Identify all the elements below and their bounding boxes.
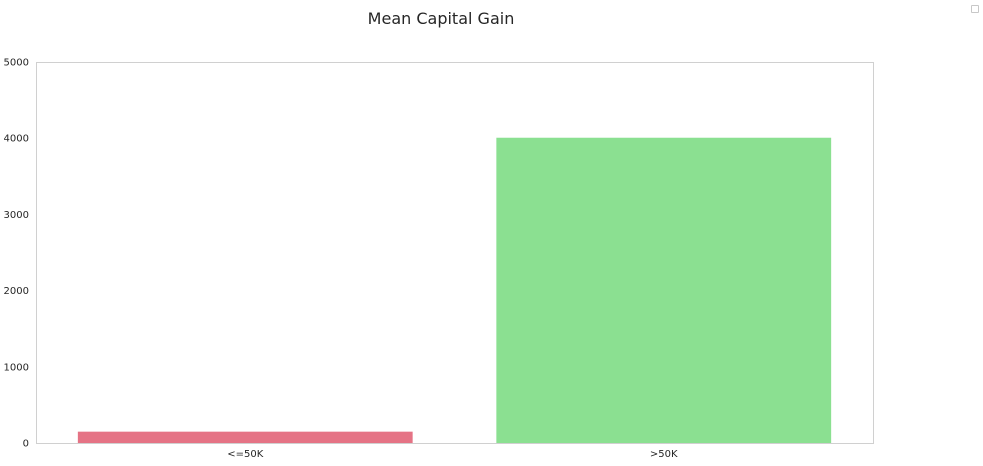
x-axis: <=50K >50K <box>227 449 678 460</box>
y-tick-label: 5000 <box>4 58 29 69</box>
bar-0 <box>78 432 413 443</box>
y-tick-label: 2000 <box>4 286 29 297</box>
x-tick-label: >50K <box>650 449 678 460</box>
bars-layer <box>78 138 831 443</box>
x-tick-label: <=50K <box>227 449 263 460</box>
y-tick-label: 4000 <box>4 134 29 145</box>
chart-title: Mean Capital Gain <box>368 9 515 28</box>
y-tick-label: 0 <box>23 439 29 450</box>
legend-box <box>971 5 979 13</box>
y-tick-label: 3000 <box>4 210 29 221</box>
y-tick-label: 1000 <box>4 362 29 373</box>
bar-1 <box>496 138 831 443</box>
y-axis: 0 1000 2000 3000 4000 5000 <box>4 58 29 450</box>
